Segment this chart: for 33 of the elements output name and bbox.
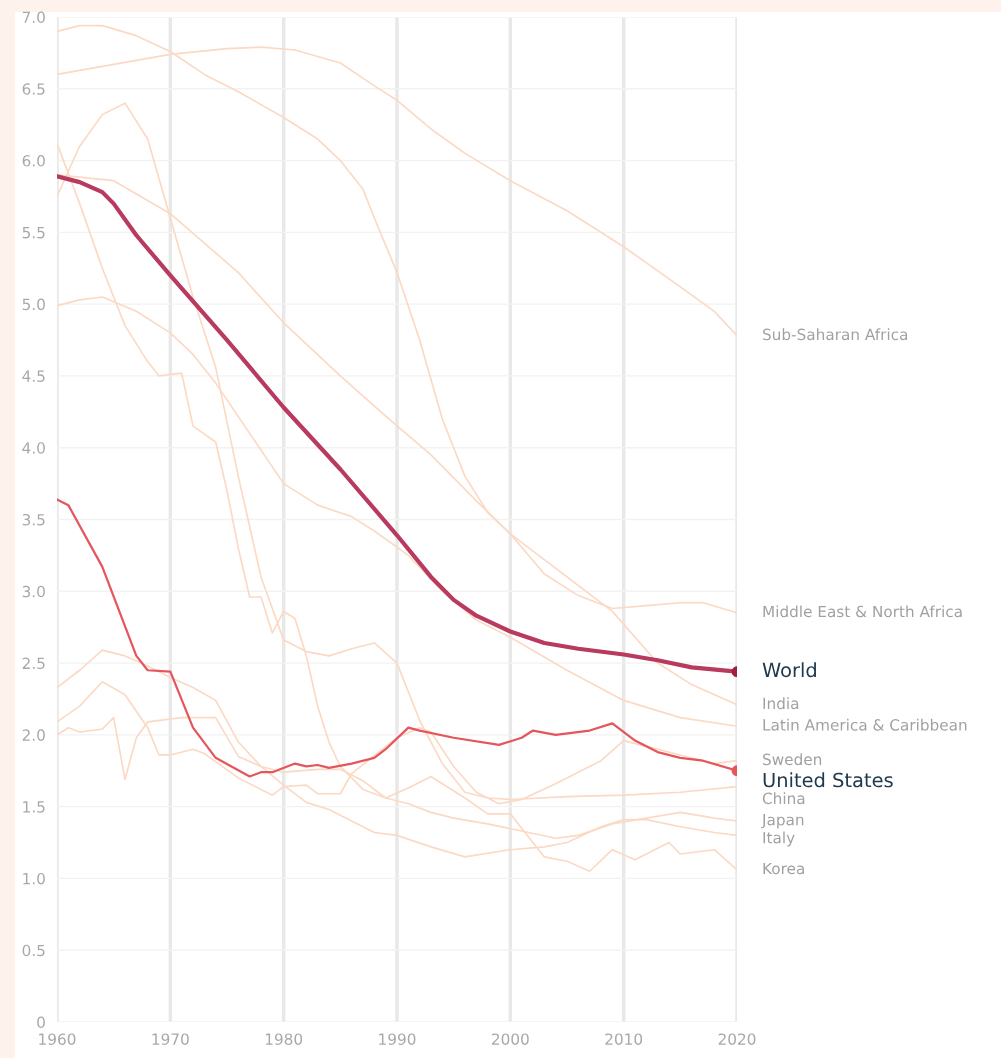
y-tick-label: 4.5 [22, 370, 45, 382]
y-tick-label: 2.5 [22, 657, 45, 670]
y-tick-label: 1.0 [23, 872, 45, 885]
y-tick-label: 5.0 [22, 298, 45, 311]
y-tick-label: 5.5 [22, 227, 45, 239]
y-tick-label: 0.5 [22, 944, 45, 957]
y-tick-label: 6.0 [22, 155, 45, 167]
x-tick-label: 1970 [152, 1033, 189, 1045]
series-label: World [762, 662, 816, 678]
x-tick-label: 2020 [718, 1033, 756, 1045]
series-label: United States [763, 772, 893, 788]
series-label: India [763, 697, 799, 710]
series-label: Korea [763, 862, 804, 875]
x-tick-label: 2010 [605, 1033, 643, 1045]
y-tick-label: 1.5 [23, 801, 45, 813]
y-tick-label: 3.0 [22, 585, 45, 598]
y-tick-label: 3.5 [22, 513, 45, 526]
series-label: Latin America & Caribbean [763, 718, 967, 731]
x-tick-label: 2000 [492, 1033, 529, 1045]
x-tick-label: 1990 [379, 1033, 416, 1045]
y-tick-label: 6.5 [22, 83, 45, 95]
y-tick-label: 0 [37, 1016, 45, 1029]
x-tick-label: 1960 [39, 1033, 76, 1045]
series-label: China [762, 792, 805, 805]
x-tick-label: 1980 [265, 1033, 303, 1045]
y-tick-label: 2.0 [22, 729, 45, 741]
series-label: Middle East & North Africa [763, 605, 962, 618]
y-tick-label: 4.0 [22, 442, 45, 454]
series-label: Japan [761, 814, 804, 829]
y-tick-label: 7.0 [22, 11, 45, 24]
series-label: Sub-Saharan Africa [763, 328, 908, 341]
series-label: Italy [763, 831, 795, 847]
series-label: Sweden [763, 753, 822, 766]
